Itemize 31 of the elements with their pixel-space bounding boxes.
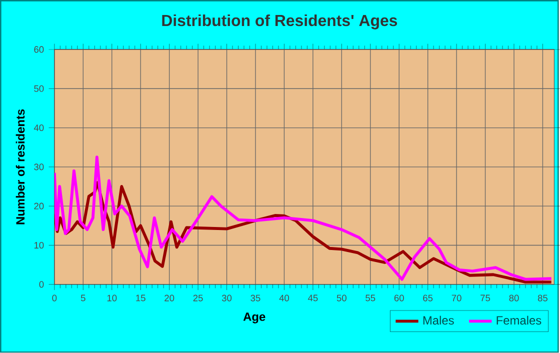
x-tick-label: 20 — [164, 294, 174, 302]
x-tick-label: 25 — [193, 294, 203, 302]
x-tick-label: 5 — [80, 294, 86, 302]
y-tick-label: 30 — [34, 164, 44, 170]
x-tick-label: 35 — [250, 294, 260, 302]
x-tick-label: 10 — [107, 294, 117, 302]
legend-label: Females — [496, 316, 542, 325]
chart-title: Distribution of Residents' Ages — [162, 14, 398, 30]
y-tick-label: 10 — [34, 242, 44, 249]
x-axis-title: Age — [243, 312, 266, 324]
y-tick-label: 0 — [39, 281, 44, 288]
y-axis-title: Number of residents — [16, 109, 25, 224]
x-tick-label: 75 — [480, 294, 490, 302]
x-tick-label: 45 — [308, 294, 318, 302]
y-tick-label: 40 — [34, 124, 44, 132]
x-tick-label: 30 — [222, 294, 232, 302]
x-tick-label: 85 — [538, 294, 548, 302]
x-tick-label: 60 — [394, 294, 404, 302]
y-tick-label: 50 — [34, 85, 44, 92]
line-series — [54, 156, 553, 281]
x-tick-label: 55 — [366, 294, 376, 302]
x-tick-label: 50 — [336, 294, 346, 302]
x-tick-label: 65 — [423, 294, 433, 302]
y-tick-label: 60 — [34, 46, 44, 53]
x-tick-label: 40 — [279, 294, 290, 302]
x-tick-label: 80 — [509, 294, 519, 302]
x-tick-label: 70 — [452, 294, 462, 302]
legend-label: Males — [423, 316, 454, 325]
x-tick-label: 0 — [52, 294, 57, 302]
y-tick-label: 20 — [34, 202, 44, 210]
x-tick-label: 15 — [136, 294, 146, 302]
